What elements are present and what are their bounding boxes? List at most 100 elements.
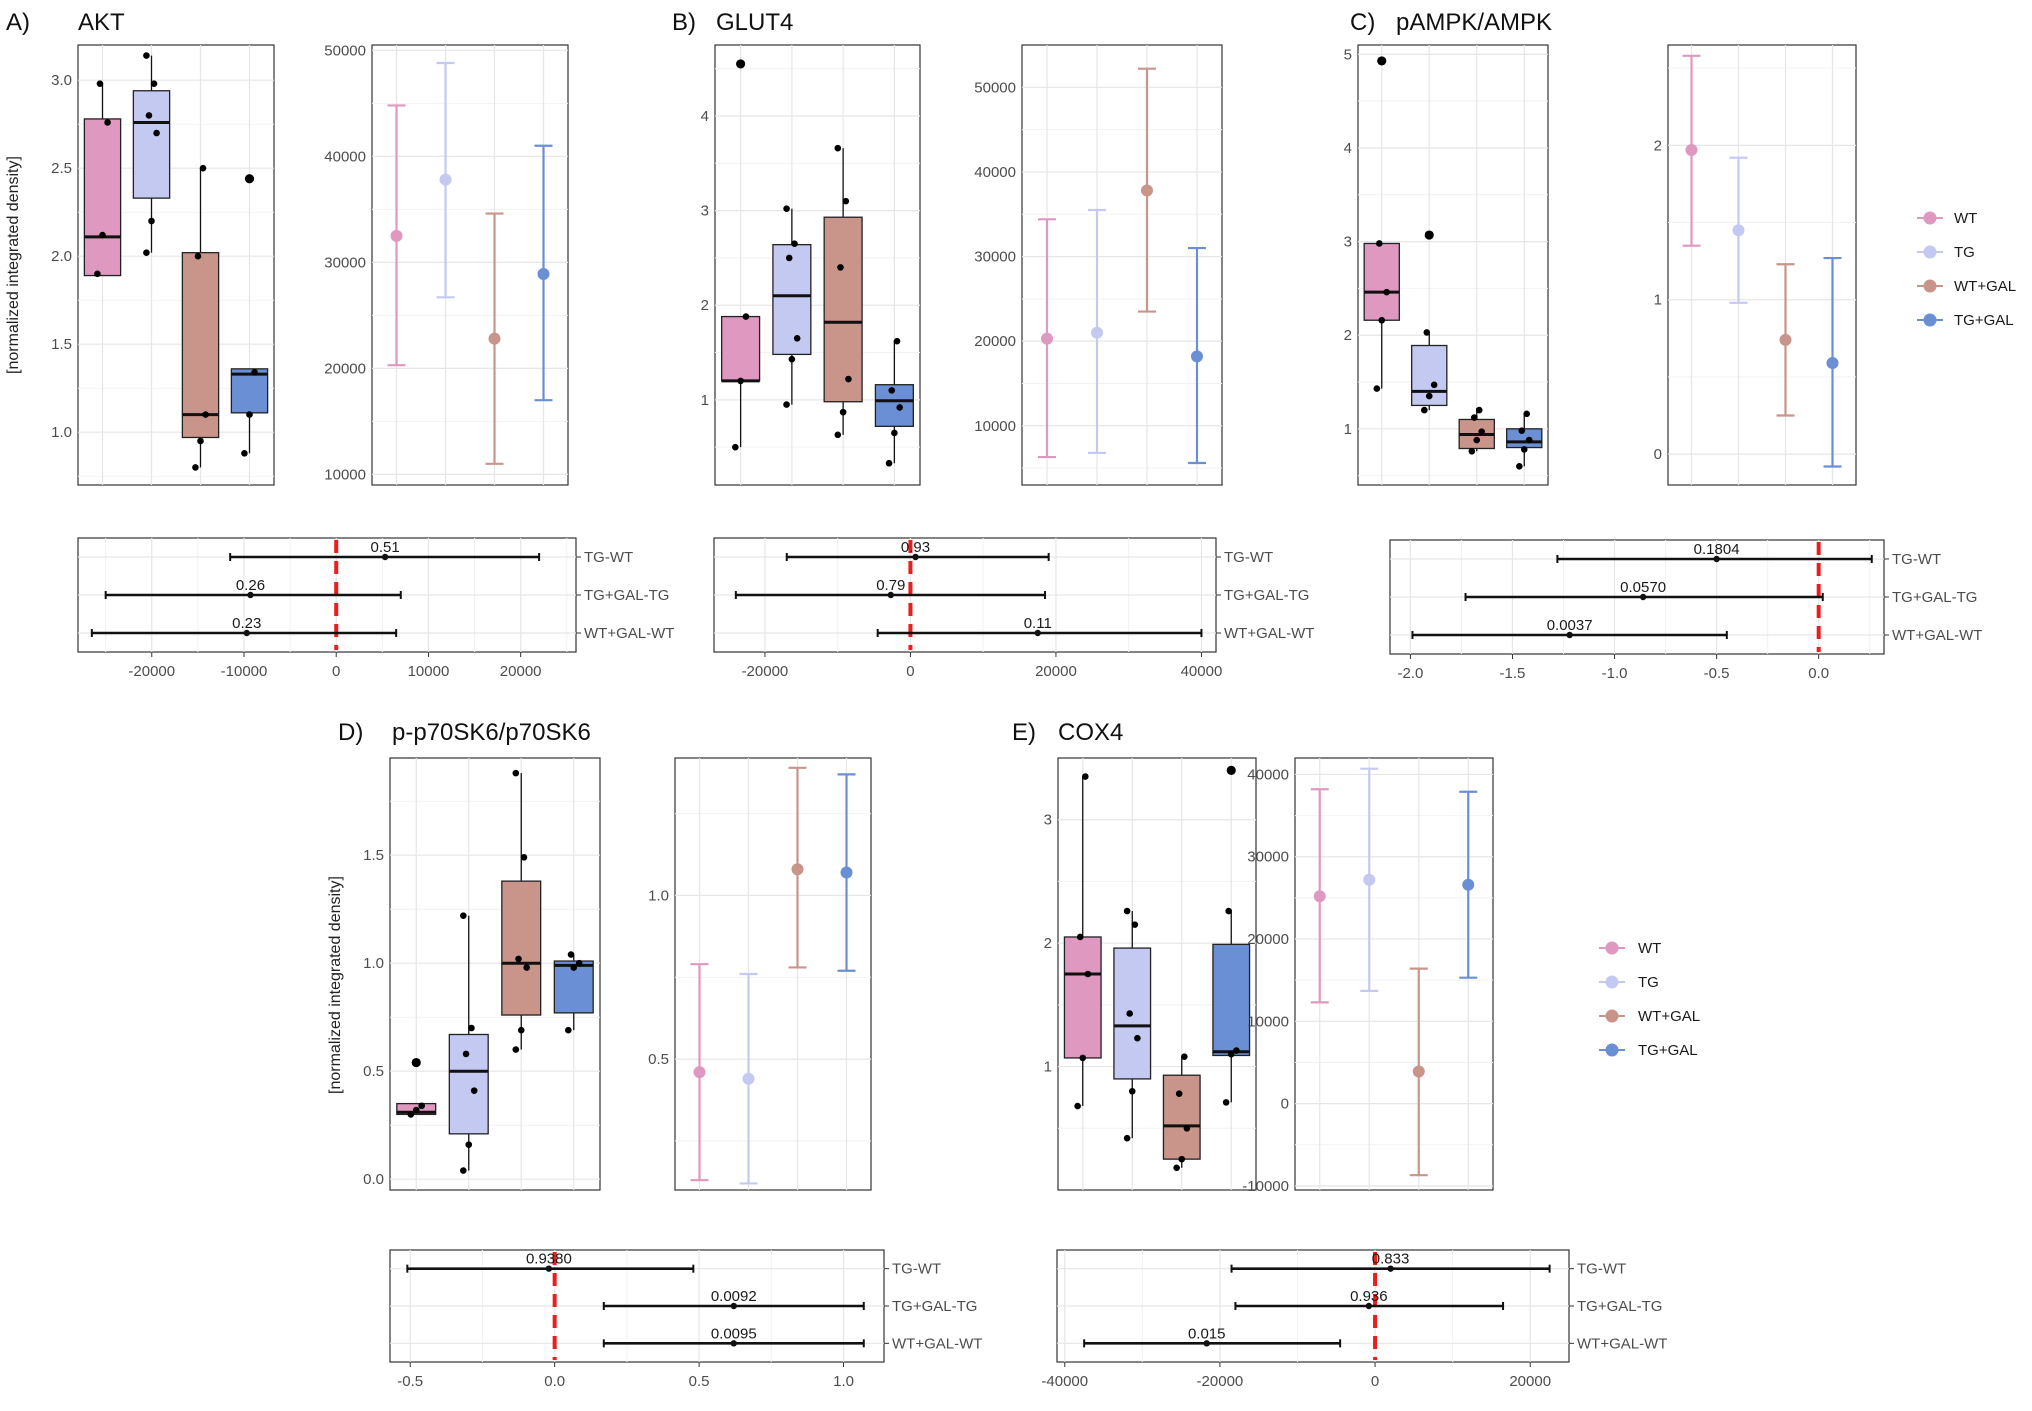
data-point (1084, 970, 1092, 978)
data-point (1470, 414, 1478, 421)
y-tick-label: 0.0 (363, 1171, 384, 1188)
plot-frame (1021, 44, 1223, 486)
plot-frame (674, 757, 872, 1191)
y-tick-label: 20000 (1247, 931, 1289, 948)
y-tick-label: 5 (1344, 46, 1352, 63)
legend-label-tg: TG (1638, 974, 1659, 991)
data-point (1475, 406, 1483, 414)
box-tg (448, 1033, 489, 1135)
data-point (418, 1102, 425, 1110)
data-point (1518, 427, 1526, 435)
data-point (468, 1024, 475, 1032)
comparison-label: WT+GAL-WT (892, 1335, 982, 1352)
data-point (1516, 462, 1523, 470)
mean-point (439, 173, 452, 186)
y-tick-label: 20000 (324, 360, 366, 377)
plot-frame (371, 44, 569, 486)
data-point (1123, 1134, 1131, 1142)
data-point (145, 112, 153, 119)
comparison-label: TG+GAL-TG (584, 587, 669, 604)
data-point (515, 955, 522, 963)
estimate-point (912, 553, 919, 561)
y-tick-label: 50000 (974, 79, 1016, 96)
comparison-label: TG+GAL-TG (1577, 1298, 1662, 1315)
outlier-point (1226, 765, 1236, 775)
panel-a-letter: A) (6, 9, 30, 36)
comparison-label: TG-WT (1224, 549, 1273, 566)
mean-point (537, 268, 550, 281)
y-tick-label: 1.0 (363, 955, 384, 972)
comparison-label: TG-WT (1892, 551, 1941, 568)
estimate-point (730, 1340, 737, 1347)
data-point (567, 951, 575, 958)
box-wt (1363, 242, 1400, 321)
data-point (1478, 428, 1485, 435)
y-tick-label: 4 (1344, 140, 1352, 157)
y-tick-label: 10000 (1247, 1013, 1289, 1030)
data-point (1523, 410, 1531, 418)
mean-point (1462, 878, 1475, 891)
legend-label-wt-gal: WT+GAL (1638, 1008, 1700, 1025)
p-value-label: 0.9380 (526, 1251, 572, 1268)
data-point (1375, 240, 1383, 247)
y-tick-label: 0.5 (363, 1063, 384, 1080)
panel-d-letter: D) (338, 719, 363, 746)
p-value-label: 0.11 (1024, 615, 1052, 632)
data-point (791, 240, 798, 248)
mean-point (1041, 332, 1053, 345)
estimate-point (381, 553, 389, 561)
mean-point (1412, 1065, 1425, 1078)
mean-point (791, 863, 804, 876)
outlier-point (244, 174, 255, 184)
x-tick-label: -10000 (221, 663, 268, 680)
box-tg (772, 244, 812, 356)
data-point (1178, 1155, 1186, 1163)
data-point (1128, 1087, 1136, 1095)
box-wt-gal (823, 216, 863, 403)
mean-point (488, 332, 501, 345)
data-point (1079, 1054, 1087, 1062)
mean-point (1141, 184, 1153, 197)
mean-point (1779, 333, 1792, 346)
outlier-point (411, 1057, 421, 1068)
mean-point (1363, 873, 1376, 886)
estimate-point (1713, 555, 1720, 563)
data-point (788, 355, 796, 363)
p-value-label: 0.0092 (711, 1288, 757, 1305)
p-value-label: 0.0095 (711, 1325, 757, 1342)
y-tick-label: 40000 (324, 148, 366, 165)
comparison-label: TG-WT (584, 549, 633, 566)
data-point (1421, 406, 1428, 414)
panel-d-y-axis-title: [normalized integrated density] (327, 876, 344, 1094)
y-tick-label: 3.0 (51, 72, 72, 89)
comparison-label: WT+GAL-WT (584, 625, 674, 642)
panel-e-letter: E) (1012, 719, 1036, 746)
box-tg-gal (230, 368, 269, 414)
y-tick-label: 30000 (1247, 849, 1289, 866)
y-tick-label: -10000 (1242, 1178, 1289, 1195)
mean-point (1191, 350, 1203, 363)
data-point (1134, 1034, 1141, 1042)
p-value-label: 0.936 (1350, 1288, 1388, 1305)
y-tick-label: 10000 (974, 418, 1016, 435)
x-tick-label: -40000 (1041, 1373, 1088, 1390)
box-wt (1063, 936, 1102, 1059)
data-point (1423, 329, 1431, 336)
p-value-label: 0.93 (901, 539, 930, 556)
y-tick-label: 0 (1281, 1096, 1289, 1113)
y-tick-label: 3 (1344, 234, 1352, 251)
x-tick-label: -1.5 (1500, 665, 1526, 682)
panel-a-box-plot: 1.0 1.5 2.0 2.5 3.0 (51, 44, 275, 486)
y-tick-label: 20000 (974, 333, 1016, 350)
data-point (742, 313, 750, 320)
comparison-label: TG+GAL-TG (1892, 589, 1977, 606)
data-point (1076, 933, 1084, 941)
data-point (845, 375, 852, 383)
data-point (570, 964, 578, 971)
estimate-point (247, 591, 254, 599)
estimate-point (545, 1265, 553, 1272)
p-value-label: 0.1804 (1694, 541, 1740, 558)
data-point (785, 254, 793, 262)
mean-point (1091, 326, 1103, 339)
p-value-label: 0.23 (232, 615, 261, 632)
